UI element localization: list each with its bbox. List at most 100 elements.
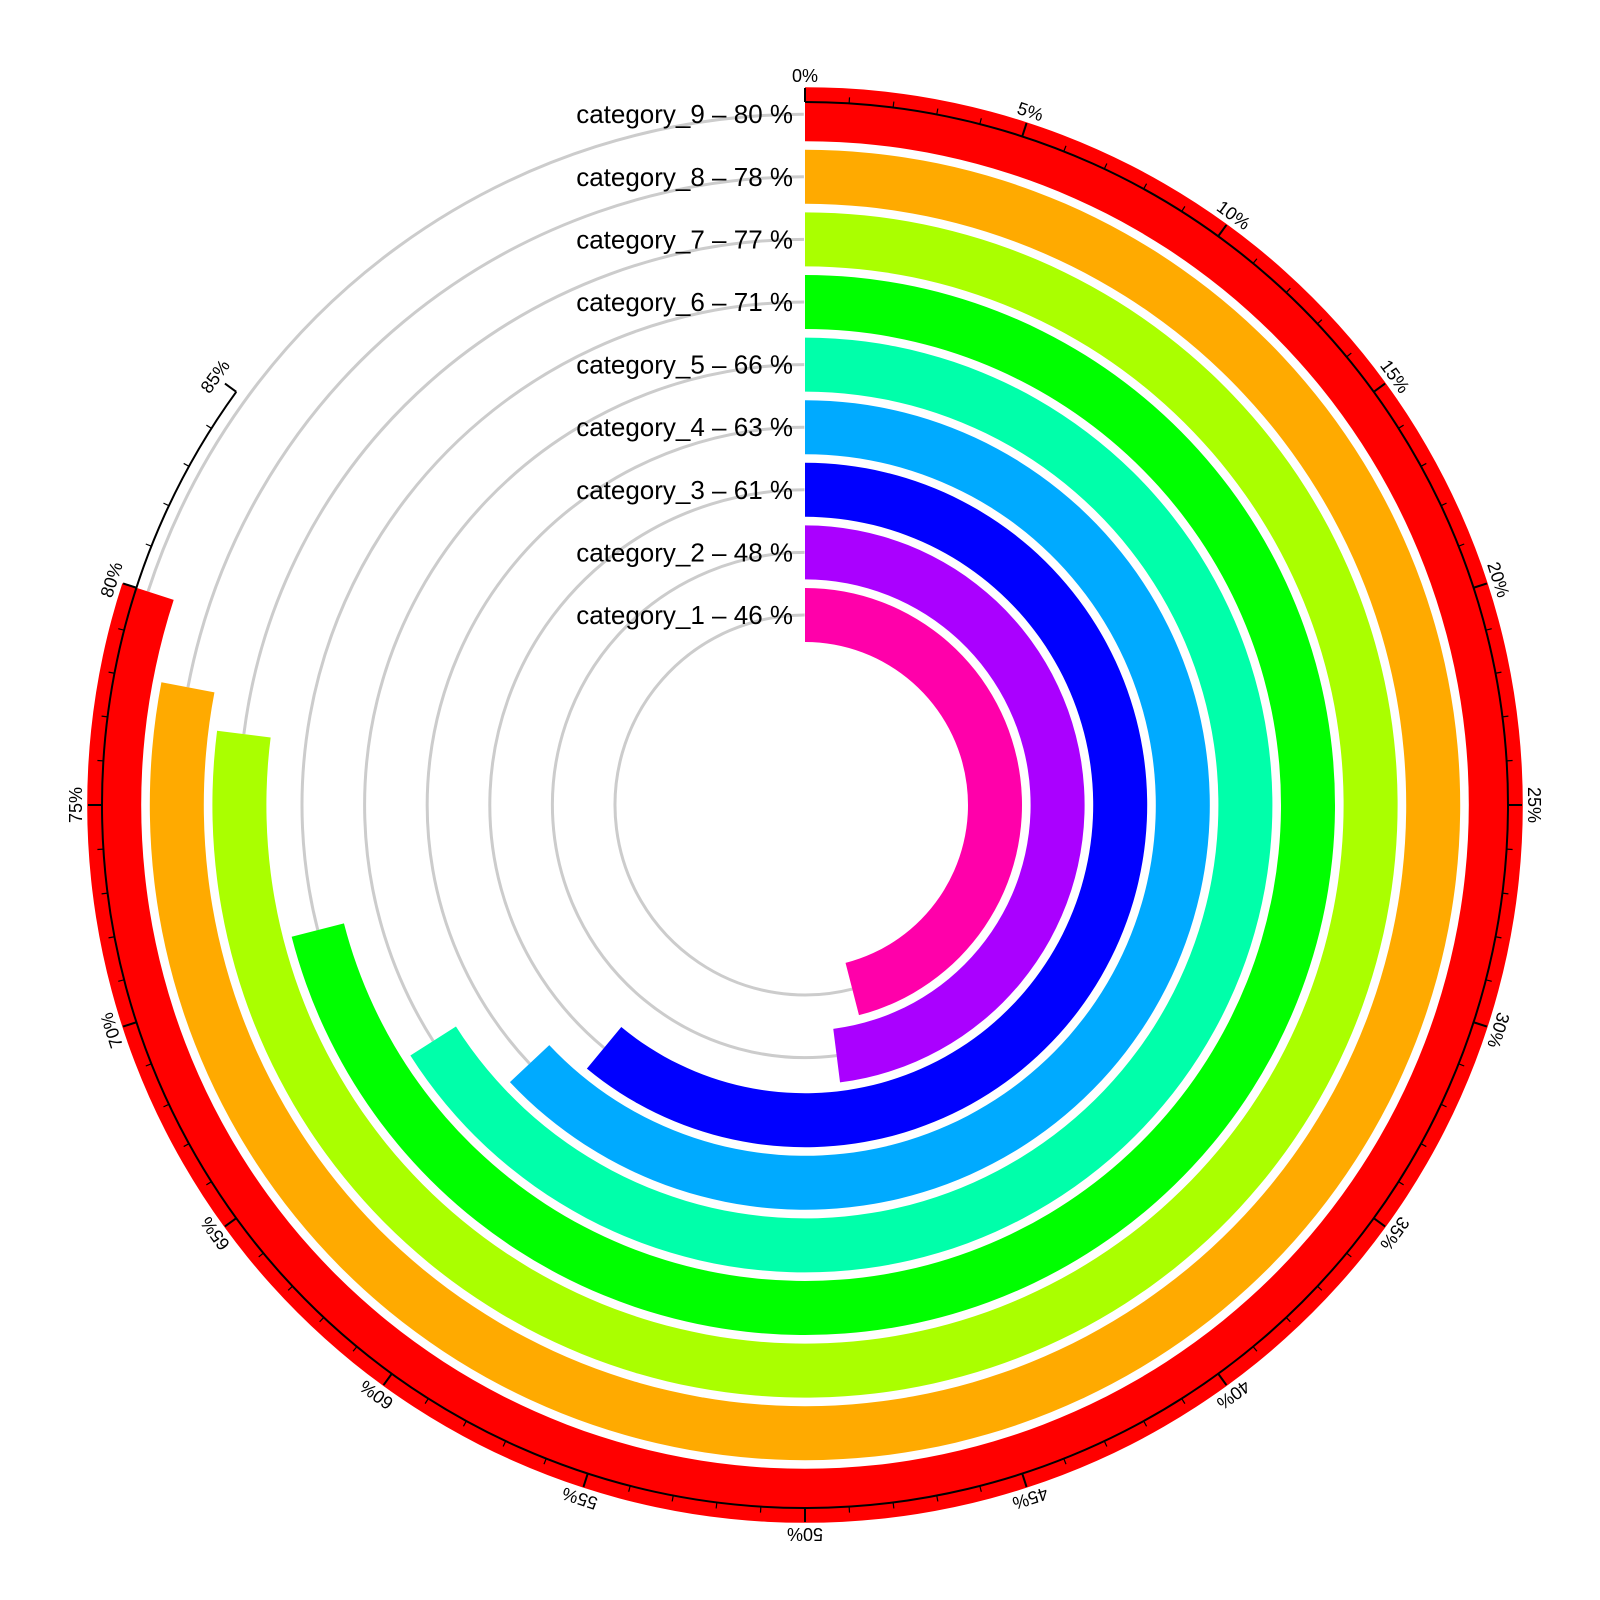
minor-tick (1252, 1346, 1258, 1352)
label-category_3: category_3 – 61 % (576, 475, 793, 505)
track-category_5 (363, 363, 805, 1042)
major-tick (1473, 1021, 1488, 1028)
tick-label: 25% (1524, 787, 1544, 823)
minor-tick (101, 892, 108, 895)
bar-category_3 (586, 462, 1148, 1148)
minor-tick (163, 502, 170, 507)
label-category_8: category_8 – 78 % (576, 162, 793, 192)
minor-tick (1103, 1440, 1108, 1447)
tick-label: 0% (792, 66, 818, 86)
minor-tick (936, 108, 939, 115)
label-category_6: category_6 – 71 % (576, 287, 793, 317)
minor-tick (108, 936, 115, 939)
label-category_1: category_1 – 46 % (576, 600, 793, 630)
minor-tick (1181, 1398, 1186, 1404)
track-category_7 (242, 237, 805, 735)
bar-category_1 (805, 588, 1023, 1016)
bar-category_2 (805, 525, 1085, 1083)
minor-tick (1398, 424, 1404, 429)
minor-tick (1420, 1143, 1427, 1148)
minor-tick (145, 543, 152, 547)
minor-tick (462, 1420, 467, 1427)
label-category_7: category_7 – 77 % (576, 224, 793, 254)
minor-tick (1181, 206, 1186, 212)
minor-tick (101, 715, 108, 718)
minor-tick (206, 1181, 212, 1186)
tick-label: 50% (787, 1524, 823, 1544)
minor-tick (108, 671, 115, 674)
major-tick (582, 1473, 589, 1488)
minor-tick (1317, 319, 1323, 325)
minor-tick (258, 1252, 264, 1258)
track-category_9 (146, 112, 804, 592)
major-tick (1373, 1217, 1386, 1228)
minor-tick (1285, 1317, 1291, 1323)
minor-tick (118, 979, 125, 982)
minor-tick (1502, 892, 1509, 895)
minor-tick (1420, 462, 1427, 467)
background-tracks (146, 112, 853, 1065)
label-category_4: category_4 – 63 % (576, 412, 793, 442)
minor-tick (118, 628, 125, 631)
minor-tick (1346, 1252, 1352, 1258)
major-tick (1373, 382, 1386, 393)
label-category_5: category_5 – 66 % (576, 350, 793, 380)
major-tick (1473, 582, 1488, 589)
minor-tick (1485, 628, 1492, 631)
minor-tick (183, 462, 190, 467)
minor-tick (1458, 543, 1465, 547)
minor-tick (1317, 1285, 1323, 1291)
major-tick (224, 382, 237, 393)
axis-line (101, 101, 1509, 1509)
track-category_8 (186, 175, 804, 688)
label-category_2: category_2 – 48 % (576, 537, 793, 567)
major-tick (1021, 122, 1028, 137)
minor-tick (206, 424, 212, 429)
minor-tick (892, 101, 895, 108)
minor-tick (1103, 163, 1108, 170)
minor-tick (1063, 145, 1067, 152)
track-category_2 (550, 550, 837, 1060)
minor-tick (936, 1495, 939, 1502)
minor-tick (1458, 1063, 1465, 1067)
minor-tick (1502, 715, 1509, 718)
category-labels: category_1 – 46 % category_2 – 48 % catego… (576, 99, 793, 630)
minor-tick (979, 1485, 982, 1492)
minor-tick (502, 1440, 507, 1447)
minor-tick (183, 1143, 190, 1148)
major-tick (122, 1021, 137, 1028)
tick-label: 85% (197, 356, 234, 397)
major-tick (224, 1217, 237, 1228)
minor-tick (1346, 352, 1352, 358)
minor-tick (1440, 502, 1447, 507)
track-category_1 (613, 613, 853, 997)
minor-tick (979, 118, 982, 125)
minor-tick (1398, 1181, 1404, 1186)
major-tick (1217, 1373, 1228, 1386)
minor-tick (1495, 671, 1502, 674)
major-tick (1217, 224, 1228, 237)
track-category_4 (425, 425, 805, 1065)
major-tick (382, 1373, 393, 1386)
minor-tick (1495, 936, 1502, 939)
minor-tick (671, 1495, 674, 1502)
track-category_3 (488, 488, 805, 1050)
minor-tick (1485, 979, 1492, 982)
major-tick (122, 582, 137, 589)
bars (87, 87, 1523, 1523)
track-category_6 (300, 300, 805, 931)
minor-tick (145, 1063, 152, 1067)
minor-tick (319, 1317, 325, 1323)
minor-tick (1063, 1458, 1067, 1465)
minor-tick (163, 1103, 170, 1108)
minor-tick (1143, 1420, 1148, 1427)
minor-tick (1440, 1103, 1447, 1108)
tick-label: 75% (66, 787, 86, 823)
minor-tick (715, 1502, 718, 1509)
minor-tick (424, 1398, 429, 1404)
minor-tick (1143, 183, 1148, 190)
minor-tick (543, 1458, 547, 1465)
minor-tick (892, 1502, 895, 1509)
minor-tick (287, 1285, 293, 1291)
